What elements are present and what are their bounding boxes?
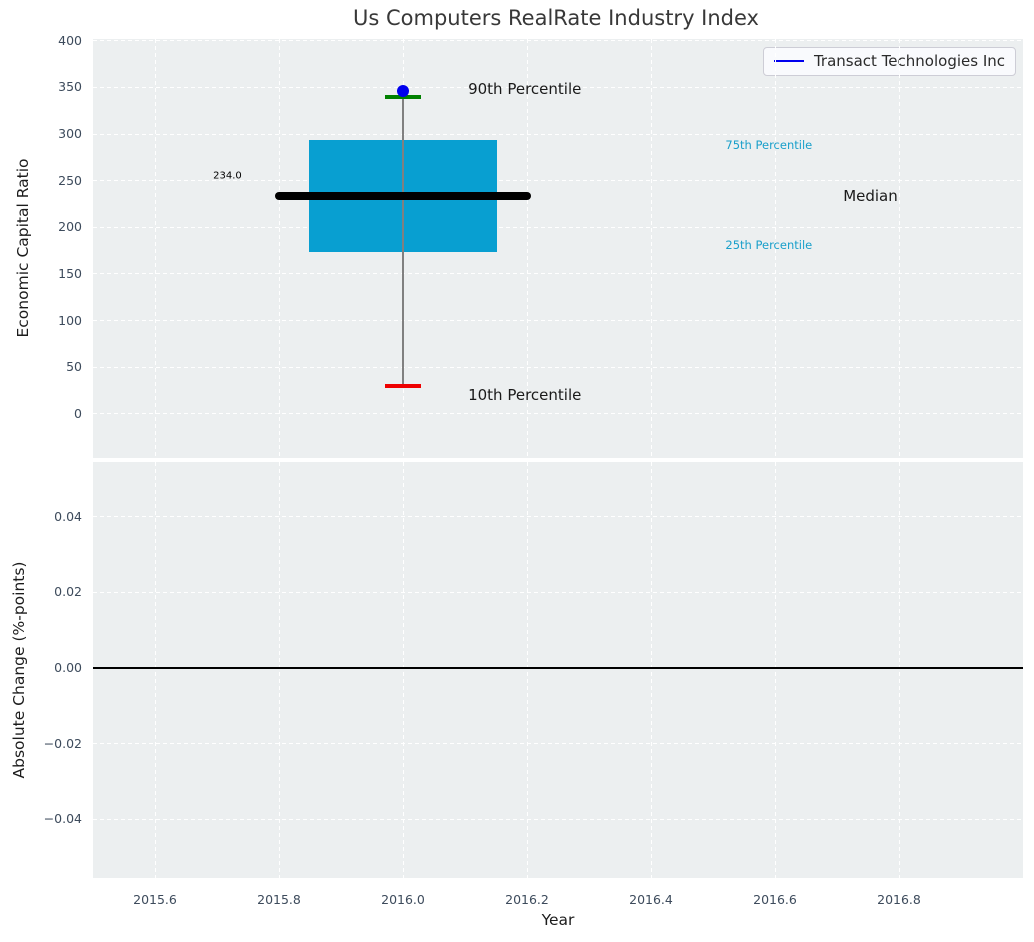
x-tick-label: 2016.6 — [753, 892, 797, 907]
y-gridline — [93, 591, 1023, 593]
y-tick-label: −0.02 — [43, 735, 82, 751]
x-gridline — [402, 462, 404, 878]
y-gridline — [93, 40, 1023, 42]
x-gridline — [154, 39, 156, 458]
x-tick-label: 2016.4 — [629, 892, 673, 907]
annotation-90th-percentile: 90th Percentile — [468, 80, 582, 99]
y-tick-label: 50 — [66, 359, 82, 375]
y-tick-label: 400 — [58, 32, 82, 48]
x-gridline — [154, 462, 156, 878]
y-tick-label: 350 — [58, 79, 82, 95]
y-gridline — [93, 320, 1023, 321]
y-gridline — [93, 86, 1023, 88]
y-tick-label: 100 — [58, 312, 82, 328]
x-gridline — [650, 39, 652, 458]
y-tick-label: 0.00 — [54, 660, 82, 676]
y-gridline — [93, 743, 1023, 745]
y-tick-label: 300 — [58, 126, 82, 142]
median-line — [274, 191, 532, 200]
x-gridline — [774, 39, 776, 458]
x-gridline — [898, 462, 900, 878]
y-gridline — [93, 226, 1023, 228]
p10-cap — [385, 384, 421, 388]
y-tick-label: 200 — [58, 219, 82, 235]
company-point — [397, 85, 409, 98]
annotation-10th-percentile: 10th Percentile — [468, 386, 582, 405]
legend-line-icon — [773, 59, 804, 63]
x-tick-label: 2016.8 — [877, 892, 921, 907]
x-gridline — [278, 462, 280, 878]
annotation-median: Median — [843, 186, 898, 205]
annotation-75th-percentile: 75th Percentile — [725, 138, 813, 153]
x-gridline — [898, 39, 900, 458]
x-axis-label: Year — [541, 911, 575, 929]
x-gridline — [526, 462, 528, 878]
y-gridline — [93, 366, 1023, 368]
axes-absolute-change — [93, 462, 1023, 878]
x-tick-label: 2016.0 — [381, 892, 425, 907]
y-tick-label: 150 — [58, 265, 82, 281]
chart-title: Us Computers RealRate Industry Index — [353, 6, 759, 30]
y-gridline — [93, 413, 1023, 415]
x-tick-label: 2015.8 — [257, 892, 301, 907]
y-tick-label: 0.04 — [54, 508, 82, 524]
y-tick-label: −0.04 — [43, 811, 82, 827]
x-tick-label: 2016.2 — [505, 892, 549, 907]
y-gridline — [93, 180, 1023, 182]
y-gridline — [93, 133, 1023, 135]
y-gridline — [93, 818, 1023, 820]
y-tick-label: 250 — [58, 172, 82, 188]
x-gridline — [526, 39, 528, 458]
x-gridline — [774, 462, 776, 878]
x-gridline — [650, 462, 652, 878]
legend: Transact Technologies Inc — [762, 47, 1016, 76]
x-tick-label: 2015.6 — [133, 892, 177, 907]
annotation-25th-percentile: 25th Percentile — [725, 238, 813, 252]
y-tick-label: 0.02 — [54, 584, 82, 600]
legend-label: Transact Technologies Inc — [813, 52, 1005, 70]
axes-economic-capital-ratio: Transact Technologies Inc 234.0 90th Perc… — [93, 39, 1023, 458]
y-tick-label: 0 — [74, 405, 82, 421]
whisker-stem — [402, 96, 404, 386]
y-gridline — [93, 516, 1023, 518]
zero-line — [93, 667, 1023, 670]
annotation-234-0: 234.0 — [213, 170, 242, 182]
x-gridline — [278, 39, 280, 458]
y-gridline — [93, 273, 1023, 275]
